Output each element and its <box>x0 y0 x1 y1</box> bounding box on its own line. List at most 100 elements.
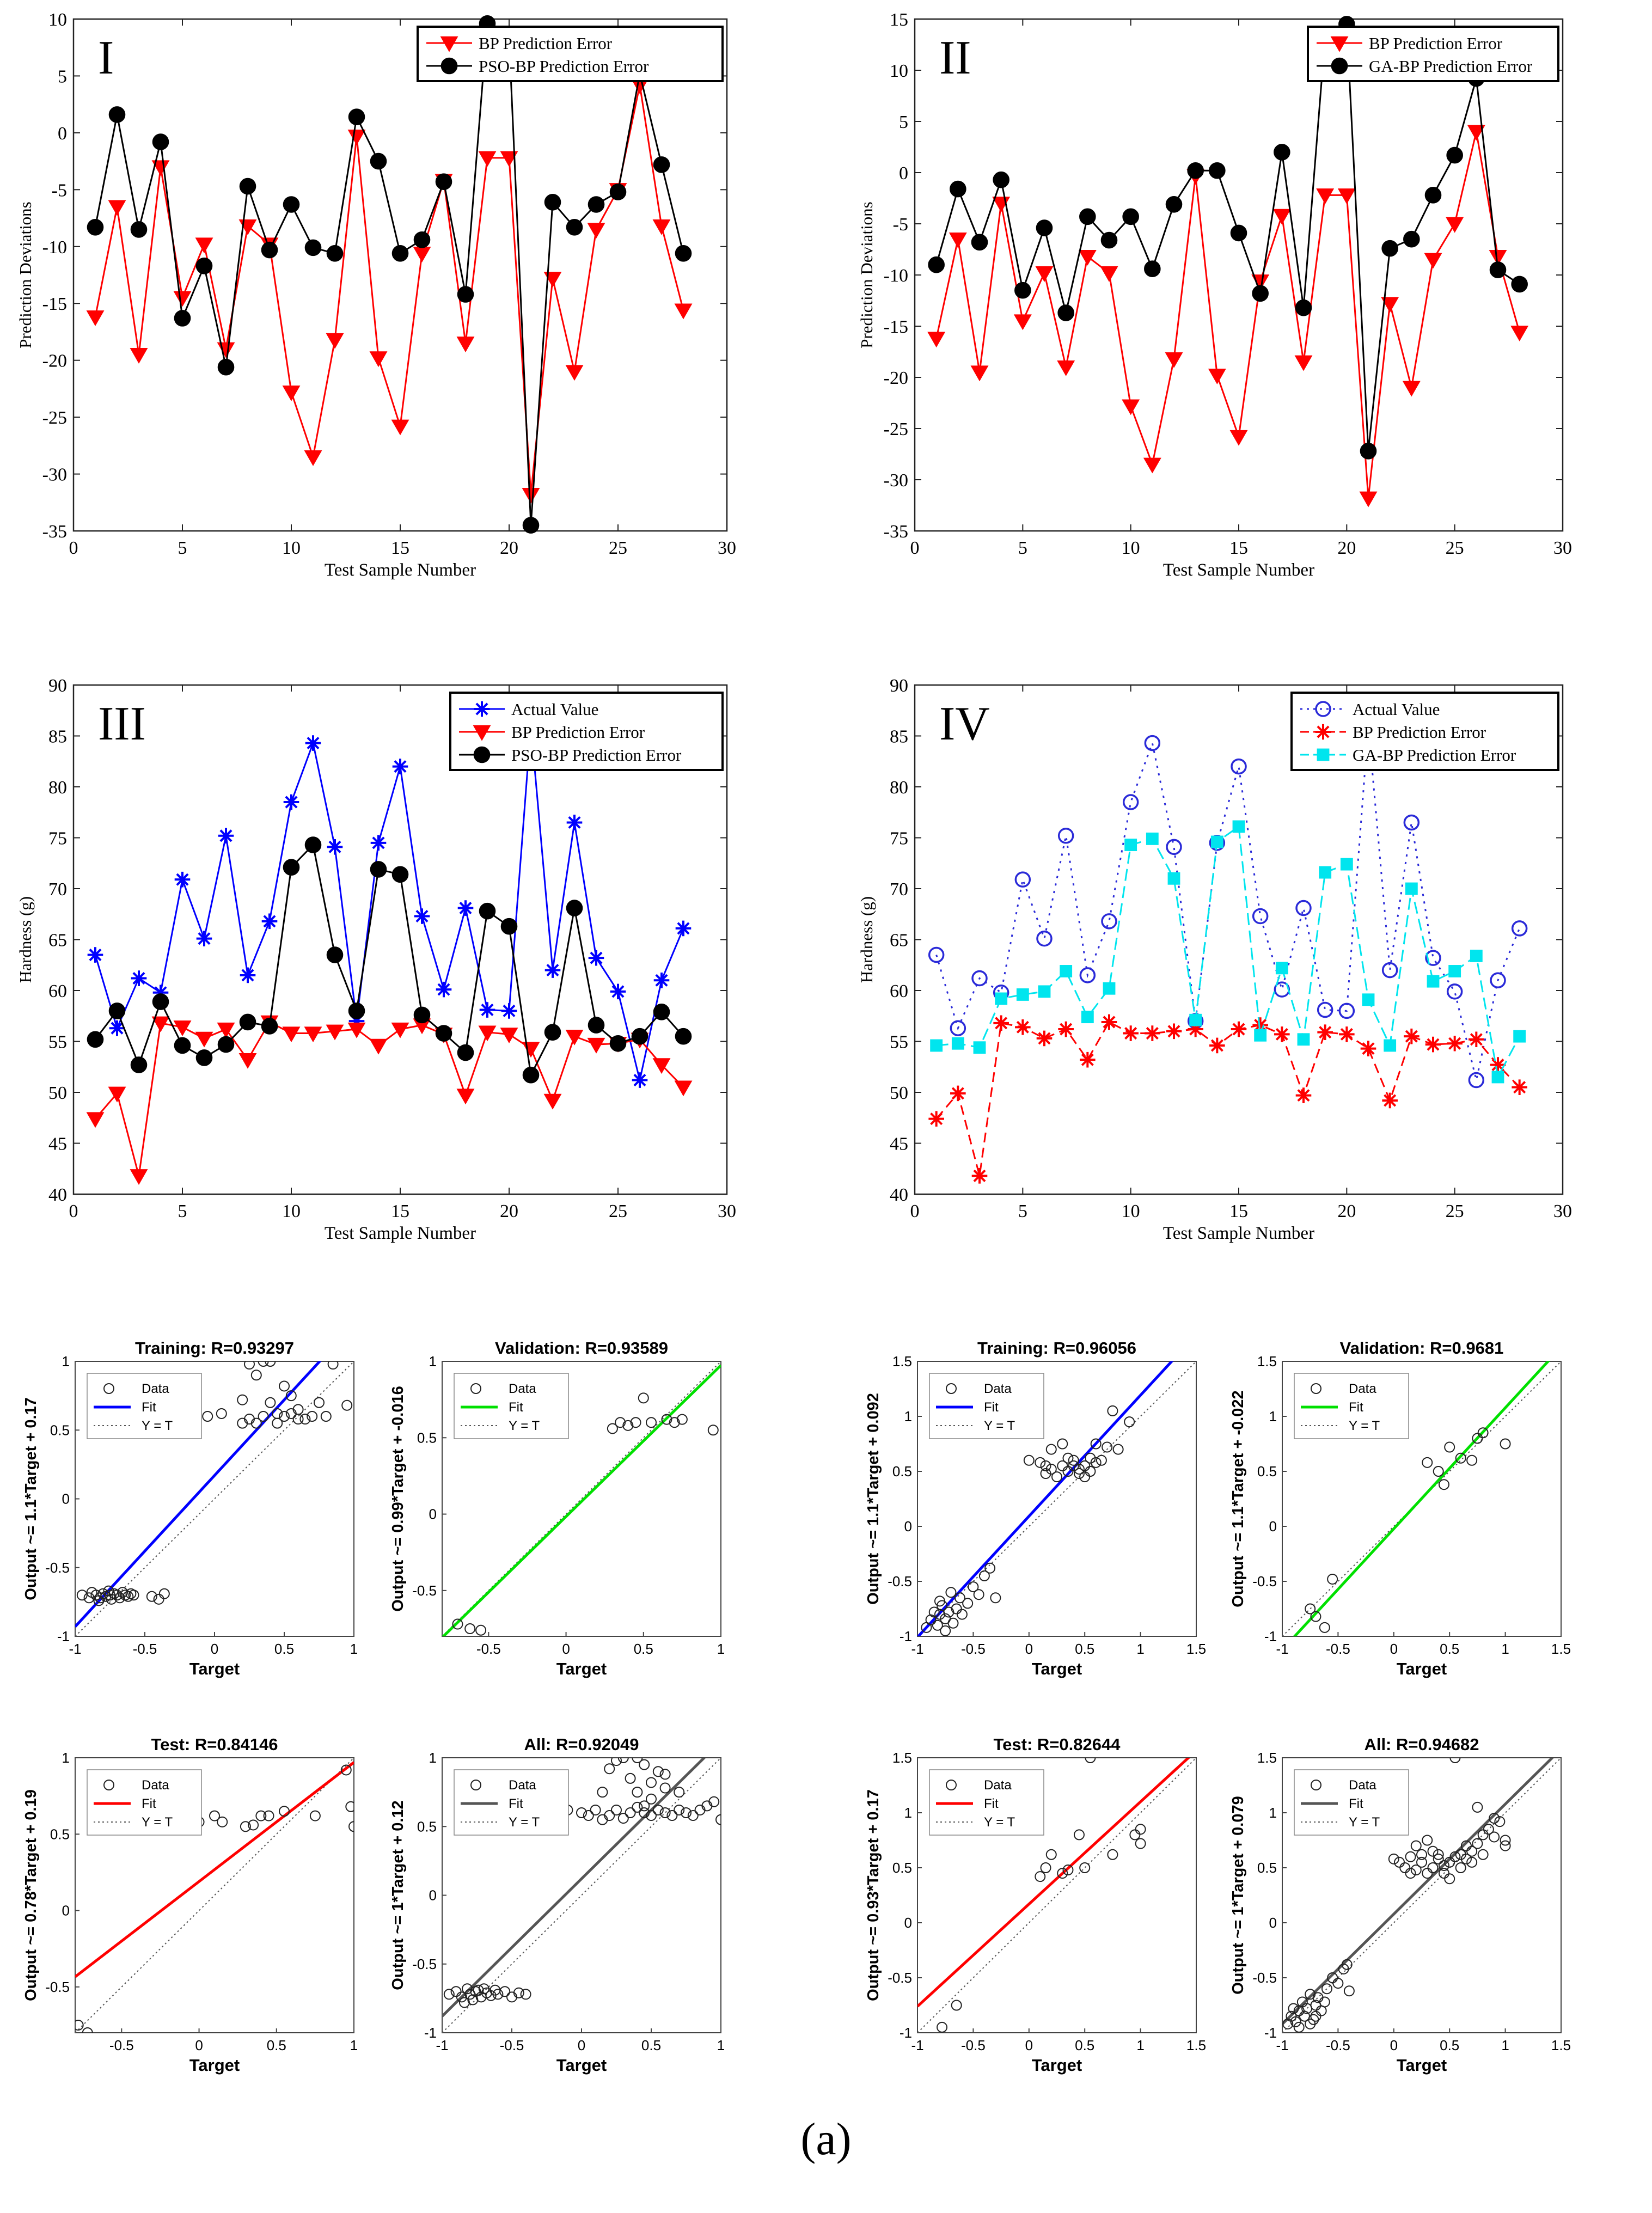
legend: BP Prediction Error GA-BP Prediction Erro… <box>1307 26 1559 82</box>
y-tick-label: 0.5 <box>417 1429 437 1446</box>
y-tick-label: 0.5 <box>1257 1463 1277 1480</box>
data-point <box>1135 1824 1146 1835</box>
y-tick-label: -0.5 <box>45 1560 70 1576</box>
legend: BP Prediction Error PSO-BP Prediction Err… <box>417 26 724 82</box>
y-axis-label: Output ~= 1.1*Target + -0.022 <box>1229 1390 1247 1607</box>
plot-title: Training: R=0.96056 <box>977 1338 1136 1358</box>
legend-label-data: Data <box>1349 1778 1376 1793</box>
data-point <box>970 365 989 382</box>
data-point <box>632 1787 643 1798</box>
plot-title: All: R=0.92049 <box>524 1735 639 1754</box>
data-point <box>1146 832 1159 845</box>
legend-marker <box>1330 36 1349 52</box>
data-point <box>928 1111 944 1127</box>
plot-frame <box>914 18 1564 532</box>
data-point <box>452 1618 463 1630</box>
y-tick-label: 0 <box>899 163 908 184</box>
data-point <box>1416 1856 1427 1868</box>
series-ga-bp-prediction-error <box>930 820 1526 1084</box>
data-point <box>75 2019 84 2031</box>
series-line <box>94 22 684 525</box>
data-point <box>1310 1611 1321 1622</box>
y-tick-label: 0 <box>1269 1915 1277 1931</box>
data-point <box>285 1390 297 1402</box>
data-point <box>973 1589 984 1600</box>
data-point <box>1470 950 1483 962</box>
data-point <box>513 1987 524 1998</box>
chart-p1: 0 5 10 15 20 25 30 -35 -30 -25 -20 -15 -10 -5 0 5 10 Test… <box>16 10 736 580</box>
data-point <box>934 1595 945 1607</box>
data-point <box>240 1821 251 1832</box>
legend-marker <box>1315 701 1331 717</box>
data-point <box>209 1810 220 1821</box>
data-point <box>666 1810 678 1821</box>
x-tick-label: 0.5 <box>274 1641 294 1657</box>
data-point <box>1057 1460 1068 1471</box>
data-point <box>1035 266 1054 282</box>
legend-marker-data <box>1311 1383 1321 1394</box>
y-tick-label: 65 <box>48 931 67 951</box>
legend-label-identity: Y = T <box>984 1419 1015 1433</box>
data-point <box>968 1581 979 1593</box>
x-tick-label: 10 <box>1122 1201 1140 1221</box>
plot-title: Test: R=0.82644 <box>994 1735 1121 1754</box>
x-tick-label: 5 <box>1018 1201 1027 1221</box>
data-point <box>279 1806 290 1817</box>
data-point <box>1510 326 1529 341</box>
x-axis-label: Target <box>1032 2056 1082 2075</box>
y-axis-label: Output ~= 1.1*Target + 0.17 <box>22 1397 40 1600</box>
data-point <box>238 1053 257 1069</box>
x-tick-label: 0 <box>910 1201 920 1221</box>
data-point <box>652 1058 671 1074</box>
data-point <box>1124 839 1137 852</box>
y-axis-label: Hardness (g) <box>16 896 35 983</box>
data-point <box>950 1085 966 1102</box>
data-point <box>87 218 104 236</box>
legend-marker-data <box>470 1780 481 1790</box>
data-point <box>990 1592 1001 1604</box>
data-point <box>1080 1052 1096 1068</box>
data-point <box>1144 735 1161 751</box>
series-line <box>936 825 1520 1080</box>
data-point <box>327 839 343 855</box>
data-point <box>108 106 126 123</box>
data-point <box>1489 1831 1500 1843</box>
fit-line <box>1282 1758 1555 2025</box>
legend-marker-data <box>103 1780 114 1790</box>
x-tick-label: 0.5 <box>1440 1641 1459 1657</box>
panel-label: I <box>98 32 114 84</box>
data-point <box>478 151 497 167</box>
data-point <box>1319 866 1332 879</box>
data-point <box>1090 1457 1102 1468</box>
data-point <box>1427 1862 1439 1873</box>
series-line <box>94 725 684 1080</box>
series-line <box>935 131 1521 499</box>
data-point <box>940 1625 951 1636</box>
plot-area <box>917 1361 1196 1636</box>
y-tick-label: -0.5 <box>1252 1573 1277 1590</box>
y-tick-label: -0.5 <box>1252 1970 1277 1986</box>
data-point <box>1446 217 1464 233</box>
x-axis-label: Target <box>1397 1659 1447 1678</box>
data-point <box>1068 1454 1079 1466</box>
data-point <box>1468 1072 1485 1089</box>
regression-r6: All: R=0.92049 -1 -0.5 0 0.5 1 -1 -0.5 0 0.5 1 Targ… <box>389 1735 725 2075</box>
legend-marker-data <box>470 1383 481 1394</box>
data-point <box>369 351 388 368</box>
data-point <box>1062 1466 1074 1477</box>
x-axis-label: Target <box>1397 2056 1447 2075</box>
data-point <box>522 1066 540 1084</box>
data-point <box>283 794 299 810</box>
legend-label-identity: Y = T <box>142 1419 173 1433</box>
data-point <box>995 992 1008 1005</box>
data-point <box>86 1112 105 1128</box>
data-point <box>1057 828 1074 844</box>
x-tick-label: 25 <box>609 1201 627 1221</box>
data-point <box>675 920 692 937</box>
legend: Actual Value BP Prediction Error GA-BP Pre… <box>1290 692 1559 771</box>
data-point <box>1467 125 1485 141</box>
data-point <box>1295 900 1312 916</box>
data-point <box>639 1759 650 1770</box>
legend-label-data: Data <box>142 1778 169 1793</box>
y-tick-label: 55 <box>890 1032 908 1053</box>
